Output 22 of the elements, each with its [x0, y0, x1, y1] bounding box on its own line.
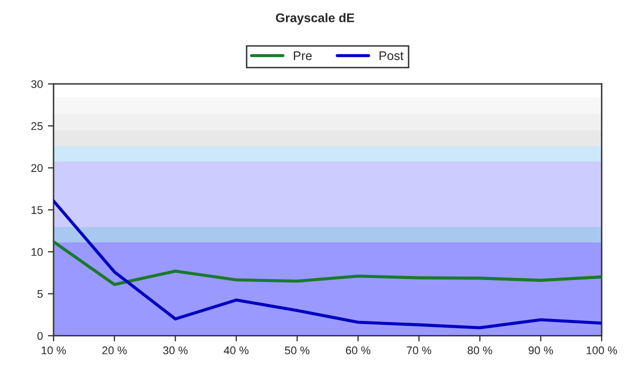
line-series [54, 199, 602, 330]
y-tick-label: 5 [37, 290, 43, 298]
x-tick-label: 80 % [468, 346, 492, 354]
y-tick-label: 15 [32, 206, 43, 214]
y-tick-label: 0 [37, 332, 43, 340]
x-tick-label: 20 % [102, 346, 127, 354]
y-tick-label: 10 [32, 248, 43, 256]
x-tick-label: 40 % [224, 346, 249, 354]
x-tick-label: 30 % [163, 346, 188, 354]
x-tick-label: 100 % [586, 346, 618, 354]
x-tick-label: 70 % [406, 346, 432, 354]
x-tick-label: 60 % [346, 346, 370, 354]
y-tick-label: 25 [31, 122, 43, 130]
x-tick-label: 90 % [528, 346, 554, 354]
y-tick-label: 30 [31, 80, 43, 88]
y-tick-label: 20 [31, 164, 43, 172]
legend-label: Post [380, 51, 404, 60]
x-tick-label: 50 % [284, 346, 310, 354]
chart-title: Grayscale dE [276, 13, 354, 25]
line-series [54, 240, 602, 286]
legend-label: Pre [294, 51, 312, 60]
x-tick-label: 10 % [42, 346, 66, 354]
